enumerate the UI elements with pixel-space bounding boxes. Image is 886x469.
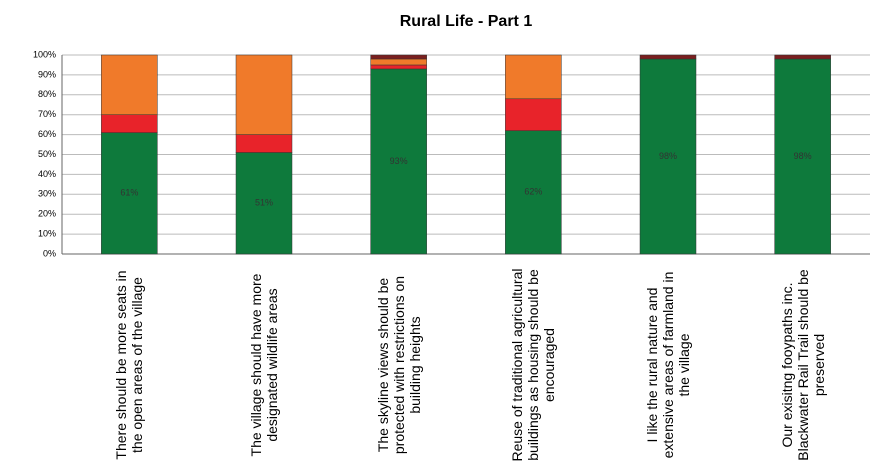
chart-title: Rural Life - Part 1 bbox=[400, 13, 533, 30]
bar-segment bbox=[370, 64, 427, 70]
data-label: 62% bbox=[524, 187, 542, 197]
bar-segment bbox=[505, 98, 562, 131]
y-tick-label: 10% bbox=[38, 228, 56, 238]
data-label: 93% bbox=[390, 156, 408, 166]
y-tick-label: 90% bbox=[38, 69, 56, 79]
data-label: 51% bbox=[255, 198, 273, 208]
y-tick-label: 100% bbox=[33, 49, 56, 59]
x-tick-label: The skyline views should be protected wi… bbox=[374, 275, 423, 455]
bar-segment bbox=[235, 54, 293, 135]
bar-segment bbox=[235, 134, 293, 153]
bar-segment bbox=[101, 132, 158, 255]
y-tick-label: 70% bbox=[38, 109, 56, 119]
x-tick-label: Our exisitng fooypaths inc. Blackwater R… bbox=[778, 269, 827, 461]
x-tick-label: There should be more seats in the open a… bbox=[113, 270, 146, 460]
bar-segment bbox=[774, 54, 831, 60]
y-tick-label: 50% bbox=[38, 149, 56, 159]
y-tick-label: 30% bbox=[38, 189, 56, 199]
x-tick-label: I like the rural nature and extensive ar… bbox=[644, 271, 692, 459]
bar-segment bbox=[370, 54, 427, 60]
data-label: 98% bbox=[794, 151, 812, 161]
bar-segment bbox=[639, 58, 697, 255]
bar-segment bbox=[505, 54, 562, 100]
bar-segment bbox=[101, 114, 158, 133]
bar-segment bbox=[774, 58, 831, 255]
data-label: 61% bbox=[120, 188, 138, 198]
y-tick-label: 20% bbox=[38, 209, 56, 219]
bar-segment bbox=[235, 152, 293, 255]
bar-segment bbox=[505, 130, 562, 255]
y-tick-label: 0% bbox=[43, 248, 56, 258]
y-tick-label: 60% bbox=[38, 129, 56, 139]
x-tick-label: Reuse of traditional agricultural buildi… bbox=[509, 268, 558, 462]
bar-segment bbox=[370, 58, 427, 66]
data-label: 98% bbox=[659, 151, 677, 161]
bar-segment bbox=[101, 54, 158, 115]
bar-segment bbox=[370, 68, 427, 255]
x-tick-label: The village should have more designated … bbox=[248, 273, 280, 457]
y-tick-label: 40% bbox=[38, 169, 56, 179]
y-tick-label: 80% bbox=[38, 89, 56, 99]
bar-segment bbox=[639, 54, 697, 60]
